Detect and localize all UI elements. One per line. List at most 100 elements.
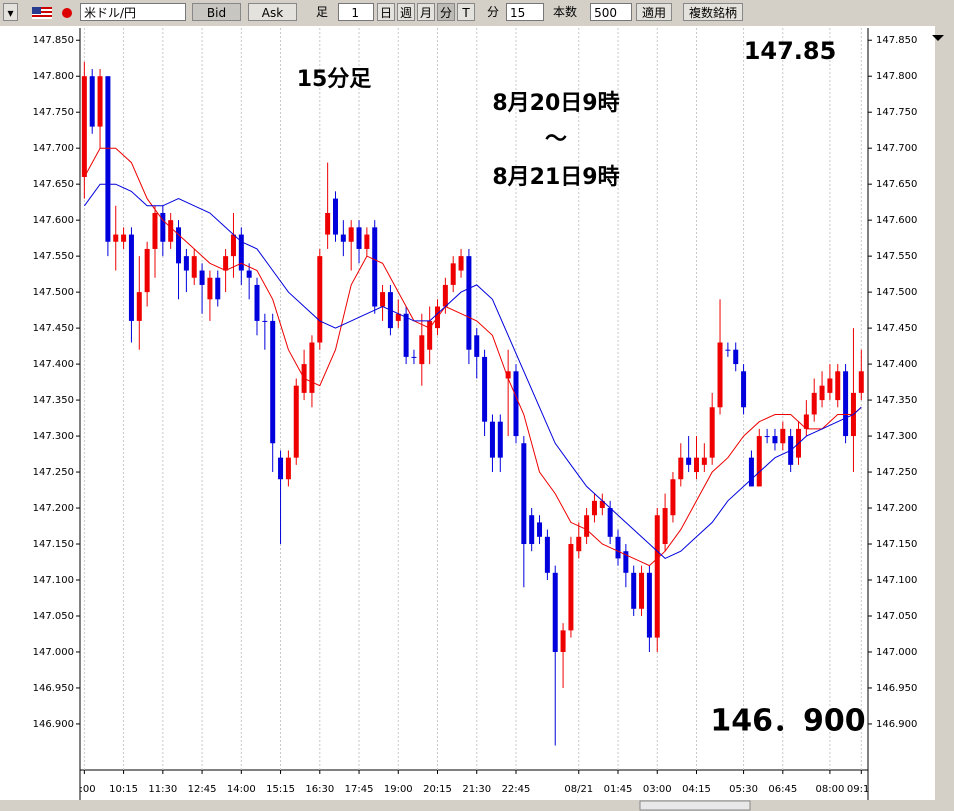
toolbar: ▾ 米ドル/円 Bid Ask 足 1 日 週 月 分 T 分 15 本数 50… [0,0,954,27]
candle-body [646,572,652,638]
candle-body [278,457,284,480]
y-tick-label: 147.750 [876,107,917,118]
count-label: 本数 [552,5,577,19]
scrollbar[interactable] [0,800,935,811]
candle-body [450,263,456,285]
y-tick-label: 147.400 [33,359,74,370]
candle-body [725,349,731,351]
candle-body [843,371,849,437]
candle-body [482,356,488,422]
apply-button[interactable]: 適用 [636,3,672,21]
minute-select[interactable]: 15 [506,3,544,21]
candle-body [764,436,770,438]
y-tick-label: 147.100 [33,575,74,586]
candle-body [709,407,715,458]
x-tick-label: 10:15 [109,784,138,795]
right-strip [935,26,954,811]
candle-body [105,76,111,242]
y-tick-label: 147.650 [33,179,74,190]
count-input[interactable]: 500 [590,3,632,21]
candle-body [419,335,425,365]
candle-body [560,630,566,652]
candle-body [835,371,841,401]
pair-select[interactable]: 米ドル/円 [80,3,186,21]
candle-body [215,277,221,300]
candle-body [97,76,103,127]
candle-body [489,421,495,458]
candle-body [332,198,338,235]
candle-body [183,256,189,271]
minute-button[interactable]: 分 [437,3,455,21]
x-tick-label: 01:45 [604,784,633,795]
candle-body [223,256,229,271]
y-tick-label: 147.000 [876,647,917,658]
candle-body [168,220,174,242]
y-tick-label: 146.900 [876,719,917,730]
y-tick-label: 147.100 [876,575,917,586]
candle-body [631,572,637,609]
candle-body [191,256,197,278]
corner-dropdown[interactable] [932,35,944,41]
x-tick-label: 9:00 [73,784,95,795]
x-tick-label: 04:15 [682,784,711,795]
candle-body [144,248,150,293]
y-tick-label: 147.150 [33,539,74,550]
tick-button[interactable]: T [457,3,475,21]
candle-body [756,436,762,487]
candle-body [772,436,778,444]
y-tick-label: 147.400 [876,359,917,370]
candle-body [152,212,158,249]
y-tick-label: 147.700 [33,143,74,154]
y-tick-label: 147.850 [33,35,74,46]
multi-button[interactable]: 複数銘柄 [683,3,743,21]
week-button[interactable]: 週 [397,3,415,21]
candle-body [552,572,558,652]
candle-body [811,392,817,415]
ask-button[interactable]: Ask [248,3,297,21]
candle-body [615,536,621,559]
y-tick-label: 147.200 [876,503,917,514]
y-tick-label: 147.300 [876,431,917,442]
candle-body [458,256,464,271]
y-tick-label: 147.200 [33,503,74,514]
y-tick-label: 147.550 [876,251,917,262]
us-flag [32,7,52,19]
candle-body [340,234,346,242]
candle-body [285,457,291,480]
candle-body [819,385,825,401]
candle-body [537,522,543,537]
jp-flag [62,8,72,18]
candle-body [654,515,660,638]
candle-body [670,479,676,516]
candle-body [748,457,754,487]
candle-body [317,256,323,343]
y-tick-label: 147.550 [33,251,74,262]
scroll-thumb[interactable] [639,800,751,811]
candle-body [427,320,433,350]
menu-arrow[interactable]: ▾ [3,3,18,21]
y-tick-label: 146.950 [33,683,74,694]
x-tick-label: 19:00 [384,784,413,795]
x-tick-label: 12:45 [188,784,217,795]
y-tick-label: 147.000 [33,647,74,658]
bid-button[interactable]: Bid [192,3,241,21]
x-tick-label: 17:45 [345,784,374,795]
x-tick-label: 15:15 [266,784,295,795]
x-tick-label: 08/21 [564,784,593,795]
x-tick-label: 20:15 [423,784,452,795]
y-tick-label: 147.800 [876,71,917,82]
month-button[interactable]: 月 [417,3,435,21]
y-tick-label: 147.700 [876,143,917,154]
candle-body [662,508,668,545]
y-tick-label: 147.350 [876,395,917,406]
bar-label: 足 [315,5,328,19]
bar-input[interactable]: 1 [338,3,374,21]
candle-body [246,270,252,278]
candle-body [113,234,119,242]
y-tick-label: 147.050 [876,611,917,622]
candle-body [395,313,401,321]
candle-body [623,551,629,573]
y-tick-label: 147.050 [33,611,74,622]
candle-body [693,457,699,473]
day-button[interactable]: 日 [377,3,395,21]
